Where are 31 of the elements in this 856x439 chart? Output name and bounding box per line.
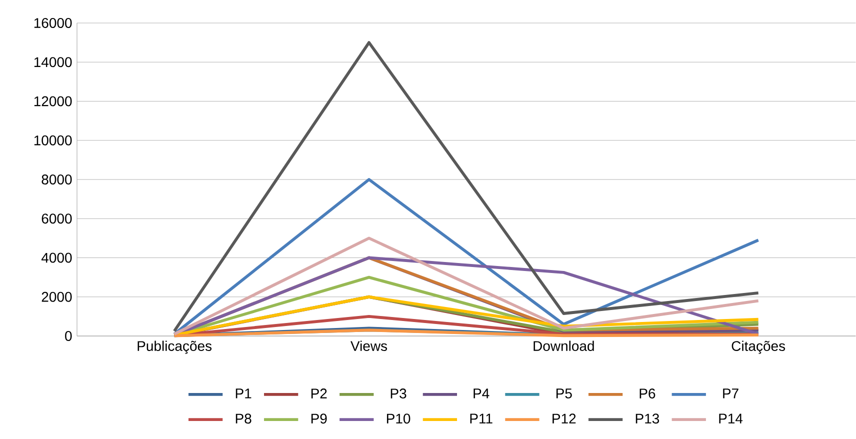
- legend-label: P8: [236, 414, 252, 424]
- x-tick-label: Citações: [732, 340, 786, 354]
- legend-label: P14: [719, 414, 743, 424]
- y-tick-label: 14000: [34, 57, 72, 68]
- x-tick-label: Download: [534, 340, 594, 351]
- legend-label: P1: [236, 388, 252, 398]
- line-series: [172, 256, 760, 336]
- y-tick-label: 12000: [34, 96, 72, 106]
- x-tick-label: Views: [350, 340, 388, 351]
- y-tick-label: 2000: [42, 292, 72, 302]
- line-series: [172, 236, 760, 336]
- legend-label: P10: [386, 414, 410, 424]
- y-tick-label: 16000: [34, 18, 72, 28]
- x-tick-label: Publicações: [138, 340, 212, 354]
- legend-label: P2: [311, 388, 327, 398]
- y-tick-label: 6000: [42, 214, 72, 224]
- line-series: [172, 178, 760, 336]
- legend-label: P3: [390, 388, 406, 398]
- y-tick-label: 4000: [41, 252, 72, 263]
- legend-label: P13: [636, 414, 660, 424]
- line-series: [172, 41, 760, 333]
- legend-label: P5: [556, 388, 572, 398]
- legend-label: P9: [311, 414, 327, 424]
- legend-label: P11: [470, 414, 492, 424]
- y-tick-label: 0: [65, 331, 72, 341]
- legend-label: P4: [474, 388, 490, 398]
- legend-label: P7: [723, 388, 738, 398]
- legend-label: P6: [640, 388, 656, 398]
- legend-label: P12: [552, 414, 576, 424]
- y-tick-label: 8000: [42, 174, 72, 184]
- y-tick-label: 10000: [34, 135, 72, 146]
